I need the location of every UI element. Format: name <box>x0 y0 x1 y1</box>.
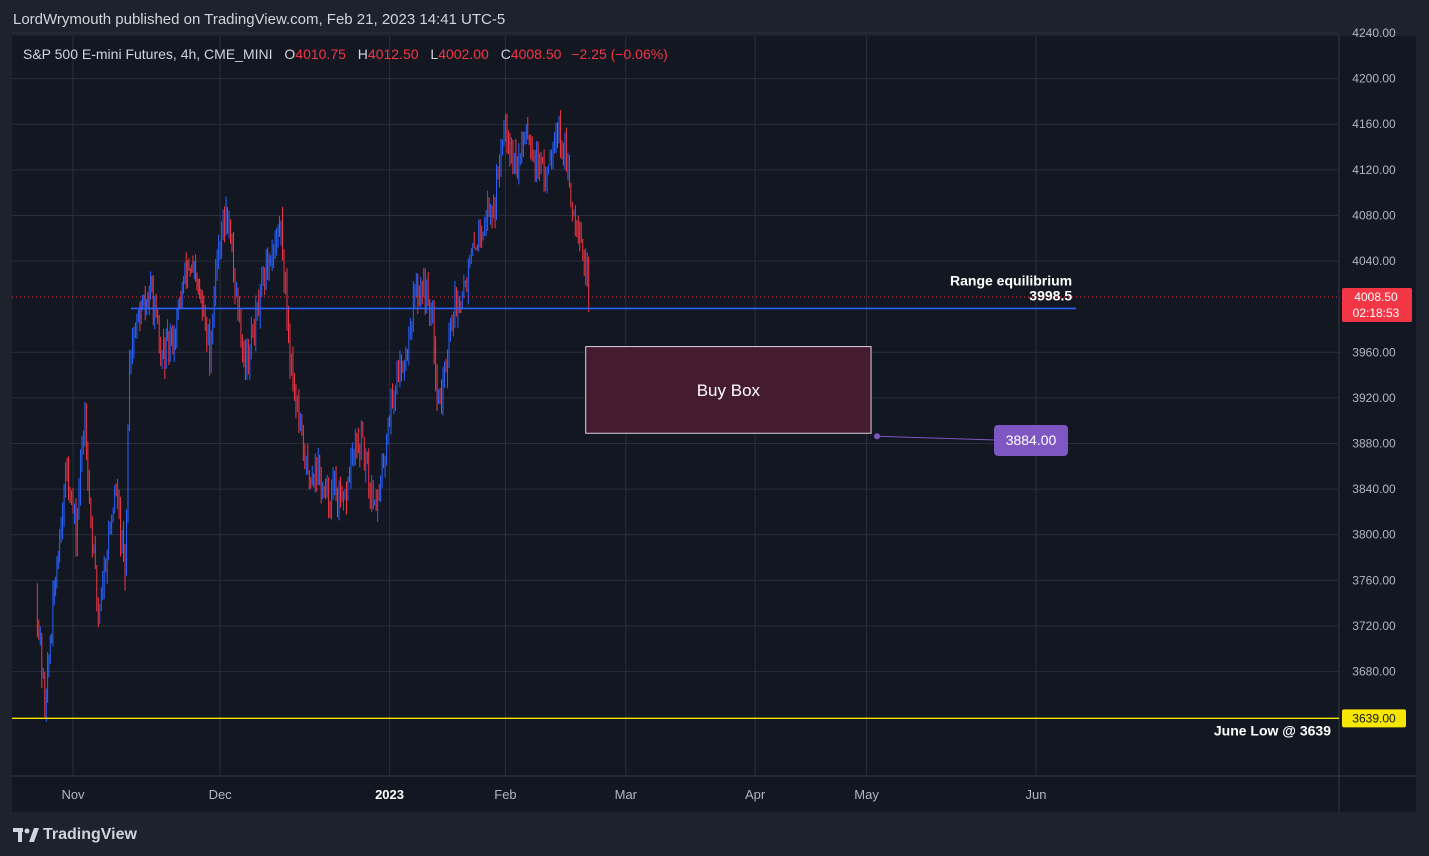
june-low-price-tag <box>1342 709 1406 728</box>
open-label: O <box>284 46 296 62</box>
time-tick-label: 2023 <box>375 787 404 802</box>
last-price-tag <box>1342 287 1412 322</box>
price-tick-label: 3840.00 <box>1352 482 1396 496</box>
price-tick-label: 4240.00 <box>1352 26 1396 40</box>
price-tick-label: 3800.00 <box>1352 528 1396 542</box>
price-tick-label: 3960.00 <box>1352 345 1396 359</box>
price-tick-label: 3880.00 <box>1352 437 1396 451</box>
symbol-legend: S&P 500 E-mini Futures, 4h, CME_MINI O40… <box>23 46 668 62</box>
price-tick-label: 4040.00 <box>1352 254 1396 268</box>
brand-footer: TradingView <box>13 824 137 846</box>
time-tick-label: Mar <box>615 787 638 802</box>
bar-countdown: 02:18:53 <box>1353 306 1400 320</box>
time-tick-label: Jun <box>1026 787 1047 802</box>
price-tick-label: 3920.00 <box>1352 391 1396 405</box>
open-value: 4010.75 <box>295 46 346 62</box>
close-label: C <box>500 46 511 62</box>
tradingview-wordmark: TradingView <box>43 826 137 843</box>
high-value: 4012.50 <box>367 46 419 62</box>
price-tick-label: 3760.00 <box>1352 573 1396 587</box>
price-axis: 4240.00 4200.00 4160.00 4120.00 4080.00 4040.… <box>1352 26 1396 679</box>
june-low-price-tag-text: 3639.00 <box>1352 711 1396 725</box>
target-price-label: 3884.00 <box>1006 432 1057 448</box>
buy-box[interactable] <box>585 346 872 434</box>
low-value: 4002.00 <box>438 46 489 62</box>
time-tick-label: Feb <box>494 787 516 802</box>
time-tick-label: Nov <box>61 787 85 802</box>
target-price-callout[interactable] <box>994 424 1068 456</box>
price-tick-label: 4200.00 <box>1352 72 1396 86</box>
time-tick-label: Apr <box>745 787 766 802</box>
symbol-description: S&P 500 E-mini Futures, 4h, CME_MINI <box>23 46 273 62</box>
grid-lines <box>12 32 1416 812</box>
target-anchor-dot[interactable] <box>874 433 881 440</box>
time-axis: Nov Dec 2023 Feb Mar Apr May Jun <box>61 787 1046 802</box>
price-tick-label: 3720.00 <box>1352 619 1396 633</box>
time-tick-label: May <box>854 787 879 802</box>
range-equilibrium-label: Range equilibrium <box>950 272 1072 288</box>
buy-box-label: Buy Box <box>697 381 761 400</box>
range-equilibrium-value: 3998.5 <box>1029 287 1072 303</box>
price-tick-label: 4160.00 <box>1352 117 1396 131</box>
price-candles <box>36 110 590 722</box>
close-value: 4008.50 <box>510 46 562 62</box>
price-tick-label: 4120.00 <box>1352 163 1396 177</box>
price-tick-label: 4080.00 <box>1352 208 1396 222</box>
target-connector-line <box>877 435 996 441</box>
june-low-label: June Low @ 3639 <box>1214 722 1331 738</box>
publish-header: LordWrymouth published on TradingView.co… <box>0 0 1429 36</box>
high-label: H <box>357 46 368 62</box>
change-value: −2.25 (−0.06%) <box>571 46 668 62</box>
time-tick-label: Dec <box>209 787 233 802</box>
publisher-line: LordWrymouth published on TradingView.co… <box>13 11 506 28</box>
last-price-tag-text: 4008.50 <box>1354 290 1398 304</box>
low-label: L <box>430 46 439 62</box>
price-tick-label: 3680.00 <box>1352 665 1396 679</box>
tradingview-logo-icon <box>13 828 39 842</box>
